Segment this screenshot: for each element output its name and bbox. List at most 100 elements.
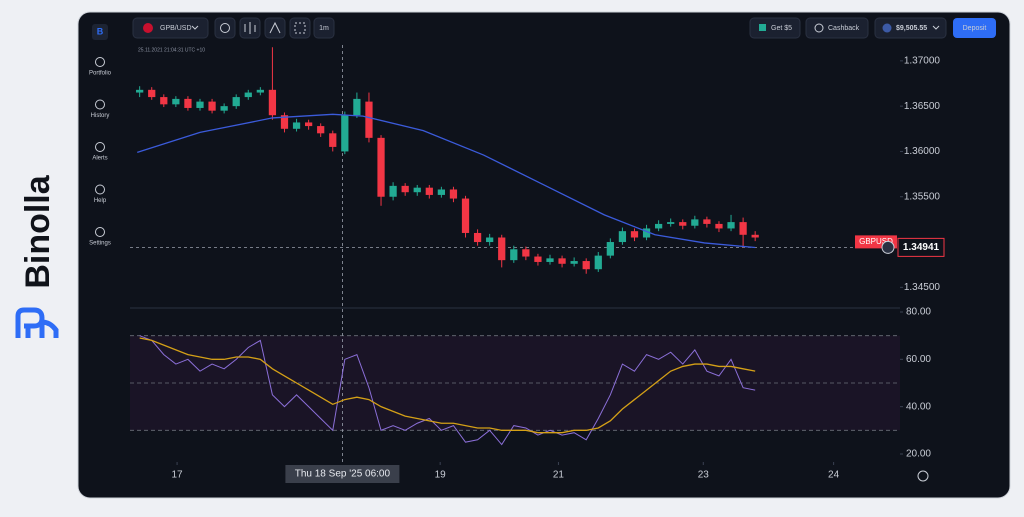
rsi-tick-label: 80.00 — [906, 307, 931, 318]
candle-body — [498, 237, 506, 261]
candle-body — [377, 137, 385, 197]
deposit-button[interactable] — [953, 18, 996, 38]
candle-body — [341, 115, 349, 152]
candle-body — [522, 249, 530, 257]
moving-average — [137, 113, 756, 249]
candle-body — [679, 222, 687, 226]
flag-icon — [143, 23, 153, 33]
balance-button[interactable] — [874, 17, 947, 39]
dropdown-icon — [191, 25, 199, 30]
nav-icon — [95, 227, 105, 237]
nav-icon — [95, 57, 105, 67]
candle-body — [148, 89, 156, 98]
info-button[interactable] — [214, 17, 236, 39]
candle-body — [184, 98, 192, 108]
candle-body — [280, 115, 289, 129]
candle-body — [510, 249, 518, 261]
rsi-tick-label: 20.00 — [906, 449, 931, 460]
candle-body — [667, 222, 675, 224]
candle-body — [220, 106, 228, 111]
settings-icon[interactable] — [917, 470, 929, 482]
candle-body — [329, 133, 337, 147]
candle-body — [292, 122, 301, 129]
cashback-icon — [814, 23, 824, 33]
x-tick-label: 24 — [828, 470, 840, 481]
chart: 1.37000 1.36500 1.36000 1.35500 1.34500 80.00… — [130, 45, 945, 483]
candle-body — [727, 222, 735, 229]
rsi-tick-label: 40.00 — [906, 401, 931, 412]
candle-body — [256, 89, 264, 93]
dropdown-icon — [932, 25, 940, 30]
candle-body — [160, 97, 168, 105]
candle-body — [546, 258, 554, 262]
candle-body — [630, 231, 639, 238]
rsi-line — [139, 335, 756, 446]
cashback-button[interactable] — [805, 17, 869, 39]
symbol-label: GBPUSD — [859, 237, 893, 246]
x-tick-label: 19 — [435, 470, 447, 481]
bonus-label: Get $5 — [771, 25, 792, 32]
candle-body — [413, 187, 421, 193]
crosshair-box — [285, 465, 400, 483]
nav-label: Settings — [89, 241, 111, 247]
nav-label: History — [91, 113, 110, 119]
y-tick-label: 1.36500 — [904, 101, 941, 112]
price-tag-label: 1.34941 — [903, 242, 940, 253]
screenshot-button[interactable] — [289, 17, 311, 39]
candle-body — [739, 222, 747, 235]
app-logo-mark: B — [97, 26, 104, 36]
candle-body — [558, 258, 566, 264]
candle-body — [389, 185, 397, 197]
candle-body — [570, 261, 578, 264]
bonus-button[interactable] — [749, 17, 801, 39]
candle-body — [317, 126, 325, 134]
info-icon — [220, 23, 230, 33]
candle-body — [642, 228, 651, 238]
pair-label: GPB/USD — [160, 25, 192, 32]
timeframe-label: 1m — [319, 25, 329, 32]
candle-body — [244, 92, 252, 98]
candle-body — [534, 256, 542, 262]
x-tick-label: 17 — [172, 470, 184, 481]
candle-body — [232, 97, 240, 107]
account-flag — [882, 23, 892, 33]
candle-body — [751, 234, 759, 238]
brand-logo — [15, 307, 59, 338]
candle-body — [437, 189, 445, 195]
draw-icon — [269, 21, 281, 34]
candle-body — [582, 261, 590, 270]
nav-icon — [95, 184, 105, 195]
candle-body — [594, 255, 602, 270]
nav-label: Help — [94, 198, 107, 204]
sidebar: Portfolio History Alerts Help Settings — [89, 57, 112, 247]
x-tick-label: 21 — [553, 470, 565, 481]
pair-selector[interactable] — [132, 17, 209, 39]
candle-body — [425, 187, 433, 195]
candle-body — [449, 189, 458, 199]
nav-label: Portfolio — [89, 71, 112, 77]
y-tick-label: 1.36000 — [904, 146, 941, 157]
timeframe-button[interactable] — [313, 17, 335, 39]
candle-body — [606, 242, 614, 256]
indicators-icon — [244, 22, 256, 34]
draw-button[interactable] — [264, 17, 286, 39]
candle-body — [172, 98, 180, 105]
candle-body — [691, 219, 699, 226]
nav-icon — [95, 99, 105, 110]
candle-body — [401, 185, 409, 193]
app-logo[interactable] — [92, 24, 108, 40]
nav-icon — [95, 142, 105, 152]
candle-body — [268, 89, 277, 116]
y-tick-label: 1.35500 — [904, 191, 941, 202]
candle-body — [136, 89, 144, 93]
candle-body — [196, 101, 204, 108]
add-alert-button[interactable] — [881, 240, 895, 254]
rsi-ma-line — [139, 337, 756, 434]
candle-body — [715, 223, 723, 229]
rsi-tick-label: 60.00 — [906, 354, 931, 365]
gift-icon — [759, 24, 766, 31]
x-tick-label: 23 — [698, 470, 710, 481]
brand: Binolla — [19, 174, 57, 288]
screenshot-icon — [294, 22, 306, 34]
